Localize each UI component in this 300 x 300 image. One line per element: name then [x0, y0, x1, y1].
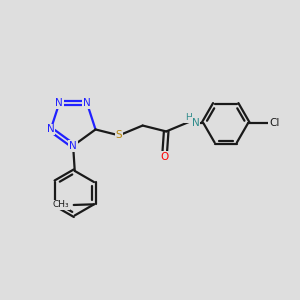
Text: Cl: Cl — [269, 118, 279, 128]
Text: N: N — [69, 141, 77, 151]
Text: H: H — [185, 113, 191, 122]
Text: N: N — [47, 124, 55, 134]
Text: N: N — [83, 98, 91, 108]
Text: N: N — [192, 118, 200, 128]
Text: CH₃: CH₃ — [52, 200, 69, 209]
Text: O: O — [160, 152, 169, 162]
Text: N: N — [56, 98, 63, 108]
Text: S: S — [116, 130, 122, 140]
